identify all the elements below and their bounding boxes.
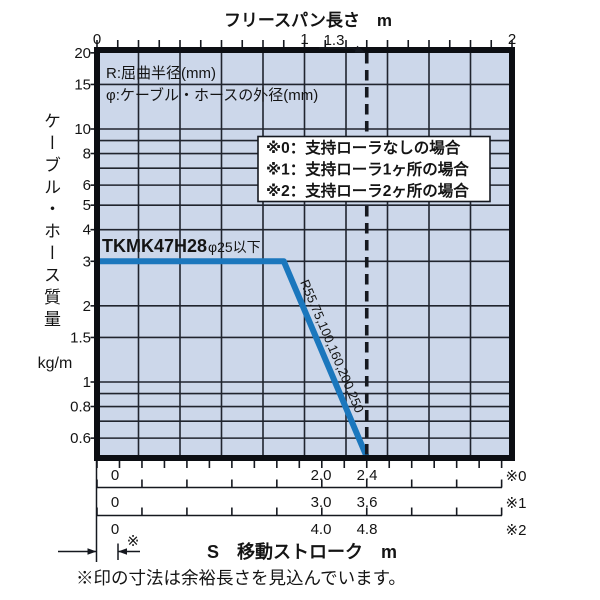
ruler0-zero-label: 0 <box>111 467 119 484</box>
dimension-arrow-left-icon <box>118 548 127 555</box>
y-axis-tick-label: 1.5 <box>70 329 91 346</box>
support-roller-notes-box <box>257 135 491 203</box>
note-line-0: ※0：支持ローラなしの場合 <box>266 138 461 157</box>
stroke-axis-title: S 移動ストローク m <box>207 541 397 562</box>
y-axis-tick-label: 2 <box>83 298 91 315</box>
y-axis-tick-label: 8 <box>83 146 91 163</box>
model-label: TKMK47H28 <box>102 236 207 256</box>
y-axis-tick-label: 5 <box>83 197 91 214</box>
y-axis-tick-label: 0.8 <box>70 399 91 416</box>
ruler2-zero-label: 0 <box>111 521 119 538</box>
dimension-arrow-right-icon <box>87 548 97 555</box>
capacity-curve <box>94 258 370 459</box>
y-axis-tick-label: 10 <box>74 121 91 138</box>
ruler1-label-a: 3.0 <box>311 494 332 511</box>
ruler0-note: ※0 <box>506 468 527 485</box>
y-axis-tick-label: 20 <box>74 45 91 62</box>
y-axis-tick-label: 15 <box>74 76 91 93</box>
top-axis-tick-label: 1 <box>300 31 308 48</box>
y-axis-title: ケーブル・ホース質量 <box>41 112 60 332</box>
ruler2-label-a: 4.0 <box>311 521 332 538</box>
ruler0-label-b: 2.4 <box>357 467 378 484</box>
ruler2-label-b: 4.8 <box>357 521 378 538</box>
diameter-label: φ25以下 <box>208 239 261 255</box>
ruler0-label-a: 2.0 <box>311 467 332 484</box>
plot-border <box>94 47 515 461</box>
ruler2-note: ※2 <box>506 522 527 539</box>
ruler1-note: ※1 <box>506 495 527 512</box>
note-line-1: ※1：支持ローラ1ヶ所の場合 <box>266 160 469 179</box>
y-axis-tick-label: 6 <box>83 177 91 194</box>
margin-mark-label: ※ <box>127 533 140 550</box>
y-axis-tick-label: 0.6 <box>70 430 91 447</box>
top-axis-tick-label: 0 <box>93 31 101 48</box>
y-axis-tick-label: 4 <box>83 222 91 239</box>
top-axis-tick-label: 2 <box>508 31 516 48</box>
legend-outer-diameter: φ:ケーブル・ホースの外径(mm) <box>106 86 318 104</box>
y-axis-tick-label: 3 <box>83 253 91 270</box>
y-axis-unit: kg/m <box>38 355 73 372</box>
ruler1-zero-label: 0 <box>111 494 119 511</box>
legend-bend-radius: R:屈曲半径(mm) <box>106 65 216 82</box>
note-line-2: ※2：支持ローラ2ヶ所の場合 <box>266 181 469 200</box>
reference-value-label: 1.3 <box>324 32 345 49</box>
reference-arrowhead-icon <box>354 45 366 53</box>
chart-generated-layer: 0 1 2 20 15 10 8 6 5 4 3 2 1.5 1 0.8 0.6 <box>70 31 516 562</box>
y-axis-tick-label: 1 <box>83 374 91 391</box>
top-axis-title: フリースパン長さ m <box>224 11 392 30</box>
footnote: ※印の寸法は余裕長さを見込んでいます。 <box>76 568 406 588</box>
ruler1-label-b: 3.6 <box>357 494 378 511</box>
